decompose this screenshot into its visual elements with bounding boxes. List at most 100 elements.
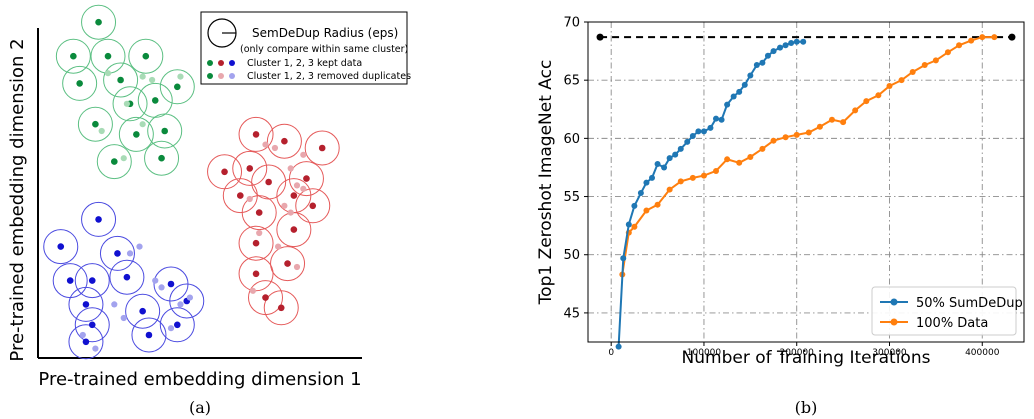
series-sumdedup-point — [707, 124, 714, 131]
removed-point — [271, 144, 279, 152]
radius-ring — [295, 188, 331, 224]
x-tick-label: 400000 — [965, 348, 1000, 358]
series-data100-point — [736, 159, 743, 166]
radius-ring — [159, 69, 195, 105]
removed-point — [246, 195, 253, 203]
legend-removed-dot — [207, 73, 213, 79]
removed-point — [300, 151, 307, 158]
kept-point — [281, 137, 288, 145]
panel-b-line-chart: 0 100000 200000 300000 400000 45 50 55 60 65 70 To… — [536, 16, 1025, 417]
removed-point — [177, 301, 184, 308]
y-tick-label: 45 — [563, 306, 580, 321]
series-sumdedup-point — [770, 48, 777, 55]
series-sumdedup-point — [777, 44, 784, 51]
kept-point — [114, 250, 121, 257]
kept-point — [277, 304, 285, 312]
panel-a-caption: (a) — [189, 398, 211, 417]
series-data100-point — [713, 167, 720, 174]
series-sumdedup-point — [700, 128, 707, 135]
radius-ring — [68, 286, 104, 322]
series-sumdedup-point — [741, 81, 748, 88]
removed-point — [123, 100, 130, 107]
kept-point — [111, 158, 118, 165]
series-sumdedup-point — [625, 221, 632, 228]
series-sumdedup-point — [615, 343, 622, 350]
y-tick-label: 50 — [563, 248, 580, 263]
series-sumdedup-point — [764, 52, 771, 59]
kept-point — [145, 331, 153, 339]
kept-point — [255, 209, 263, 216]
series-data100-point — [654, 201, 661, 208]
removed-point — [111, 301, 118, 308]
kept-point — [309, 202, 317, 210]
legend-radius-note: (only compare within same cluster) — [240, 44, 408, 55]
series-sumdedup-point — [643, 179, 650, 186]
radius-ring — [81, 201, 117, 237]
series-sumdedup-point — [637, 190, 644, 197]
kept-point — [167, 280, 175, 288]
kept-point — [88, 277, 96, 284]
reference-endpoint — [596, 33, 604, 41]
kept-point — [161, 127, 168, 135]
removed-point — [98, 127, 105, 135]
radius-ring — [68, 324, 104, 360]
series-data100-point — [991, 34, 998, 41]
series-data100-point — [863, 98, 870, 105]
series-sumdedup-point — [782, 42, 789, 49]
series-data100-point — [968, 37, 975, 44]
kept-point — [290, 226, 298, 233]
series-data100-point — [840, 119, 847, 126]
panel-a-xlabel: Pre-trained embedding dimension 1 — [38, 369, 361, 390]
series-sumdedup-point — [800, 38, 807, 45]
series-sumdedup-point — [672, 151, 679, 158]
series-sumdedup-point — [718, 116, 725, 123]
series-data100-point — [932, 57, 939, 64]
legend-marker-sumdedup — [890, 298, 898, 306]
x-tick-label: 200000 — [780, 348, 815, 358]
kept-point — [174, 83, 181, 91]
radius-ring — [232, 150, 268, 186]
legend-marker-data100 — [890, 318, 898, 326]
removed-point — [167, 325, 175, 332]
removed-point — [104, 70, 112, 77]
kept-point — [76, 80, 83, 87]
kept-point — [262, 294, 269, 301]
line-chart-frame — [587, 21, 1025, 343]
kept-point — [142, 52, 150, 60]
legend-removed-dot — [218, 73, 224, 79]
kept-point — [82, 338, 90, 346]
series-data100-point — [921, 62, 928, 69]
removed-point — [287, 165, 294, 172]
removed-point — [139, 121, 146, 128]
kept-point — [117, 76, 124, 84]
series-data100-point — [643, 207, 650, 214]
radius-ring — [74, 263, 110, 299]
removed-point — [262, 141, 269, 148]
radius-ring — [238, 256, 274, 292]
series-sumdedup-point — [713, 115, 720, 122]
kept-point — [221, 168, 228, 176]
kept-point — [246, 165, 254, 172]
removed-point — [293, 182, 301, 189]
series-sumdedup-point — [689, 133, 696, 140]
series-data100-point — [828, 116, 835, 123]
x-tick-label: 100000 — [687, 348, 722, 358]
legend-kept-markers — [207, 60, 235, 66]
removed-point — [158, 284, 165, 291]
radius-ring — [99, 235, 135, 271]
kept-point — [252, 131, 260, 138]
kept-point — [252, 239, 260, 247]
y-tick-label: 65 — [563, 74, 580, 89]
series-sumdedup-point — [666, 155, 673, 162]
removed-point — [287, 209, 294, 216]
x-tick-label: 300000 — [872, 348, 907, 358]
radius-ring — [147, 113, 183, 149]
radius-ring — [169, 283, 205, 319]
removed-point — [139, 73, 146, 80]
y-tick-label: 55 — [563, 190, 580, 205]
series-sumdedup-point — [649, 174, 656, 181]
series-data100-point — [944, 49, 951, 56]
removed-point — [249, 287, 256, 294]
reference-endpoint — [1008, 33, 1016, 41]
scatter-marks — [43, 4, 340, 360]
